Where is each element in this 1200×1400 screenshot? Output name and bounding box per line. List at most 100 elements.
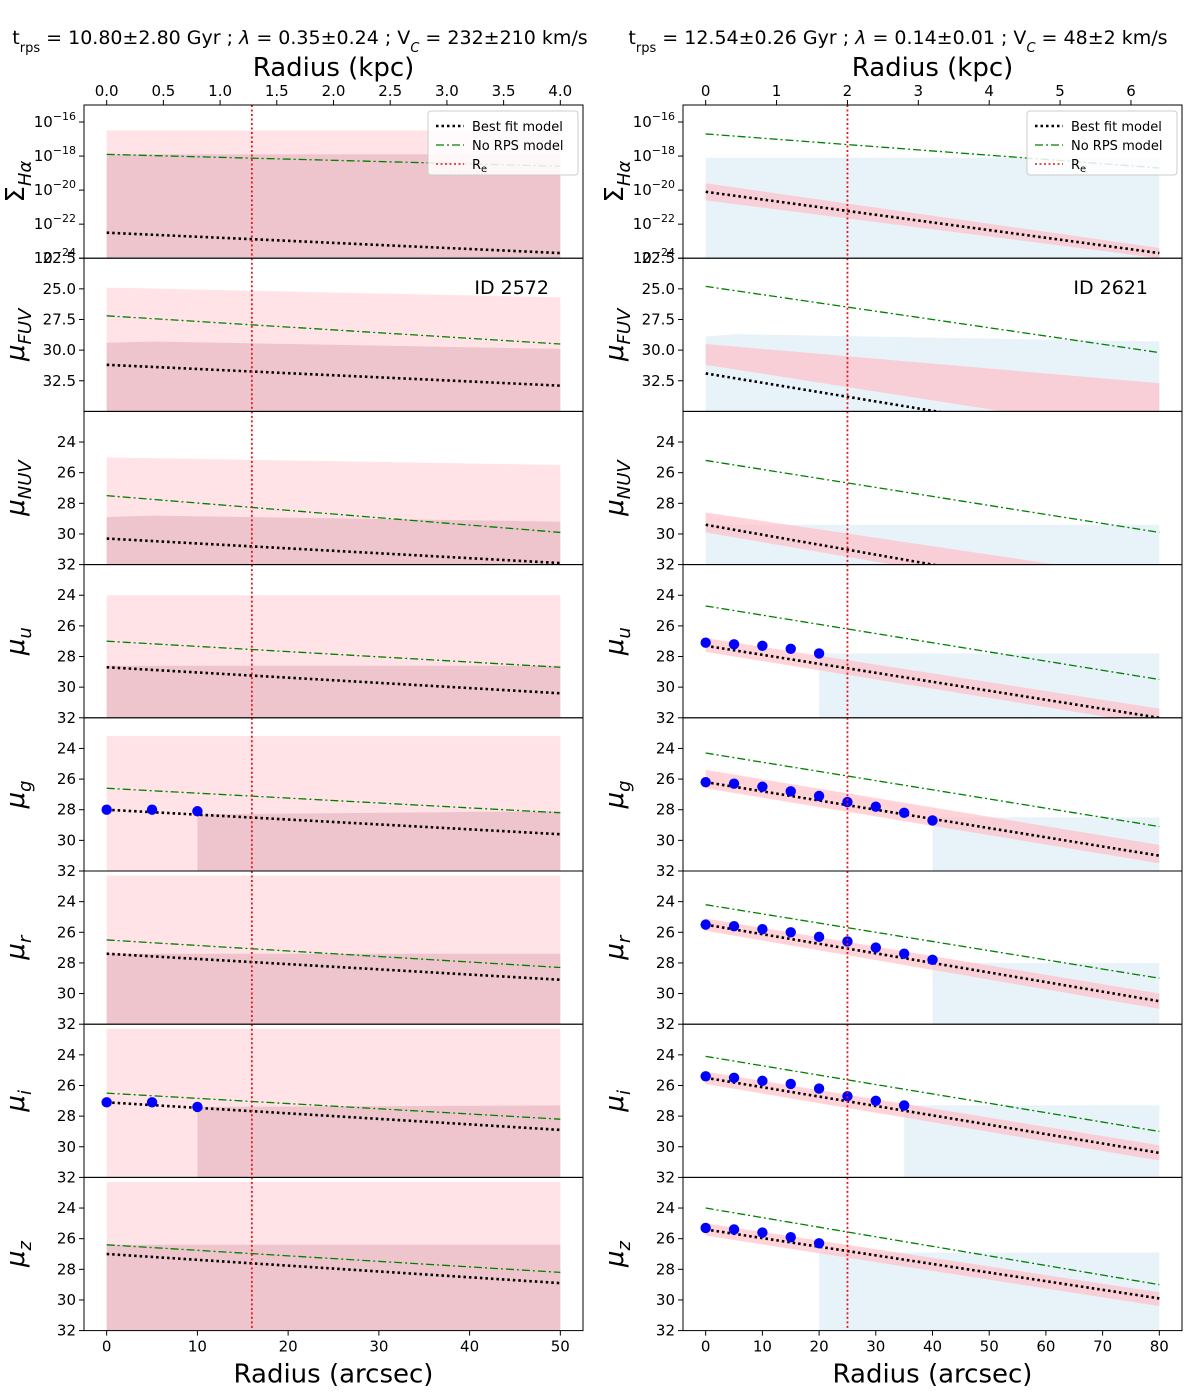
y-tick-label: 28 [656, 1260, 675, 1278]
model-uncertainty-band [106, 457, 561, 565]
observed-point [700, 1071, 711, 1082]
y-tick-label: 24 [656, 739, 675, 757]
model-uncertainty-band [106, 875, 561, 1025]
best-fit-model-line [106, 231, 561, 255]
y-tick-label: 32 [656, 1168, 675, 1186]
model-uncertainty-band [705, 512, 1057, 565]
bottom-tick-label: 10 [753, 1338, 772, 1356]
observed-point [870, 942, 881, 953]
no-rps-model-line [705, 904, 1160, 979]
panel-halpha: 10−24 10−22 10−20 10−18 10−16 ΣHα Best fit mod… [1, 104, 584, 267]
y-tick-label: 30 [656, 1138, 675, 1156]
y-tick-label: 24 [656, 586, 675, 604]
observed-point [813, 1083, 825, 1094]
y-tick-label: 32 [57, 556, 76, 574]
observed-point [813, 648, 825, 659]
panel-halpha: 10−24 10−22 10−20 10−18 10−16 ΣHα Best fit mod… [600, 104, 1183, 267]
upper-limit-region [106, 953, 561, 1025]
observed-point [728, 920, 740, 932]
observed-point [101, 804, 112, 815]
y-tick-label: 28 [57, 1260, 76, 1278]
bottom-axis-title: Radius (arcsec) [833, 1360, 1033, 1390]
upper-limit-region [106, 515, 561, 565]
y-axis-label: ΣHα [1, 161, 36, 203]
observed-point [728, 1224, 740, 1235]
y-tick-label: 26 [57, 770, 76, 788]
upper-limit-region [106, 154, 561, 259]
y-tick-label: 30 [656, 678, 675, 696]
y-tick-label: 32.5 [43, 372, 76, 390]
model-uncertainty-band [705, 1071, 1160, 1161]
no-rps-model-line [106, 315, 561, 345]
model-uncertainty-band [705, 183, 1160, 259]
y-tick-label: 24 [656, 893, 675, 911]
y-tick-label: 22.5 [43, 249, 76, 267]
y-tick-label: 30 [656, 985, 675, 1003]
y-tick-label: 28 [656, 954, 675, 972]
observed-point [813, 790, 825, 802]
y-tick-label: 27.5 [43, 310, 76, 328]
no-rps-model-line [705, 1055, 1160, 1133]
y-axis-label: μg [600, 780, 635, 809]
chart-column-2: trps = 12.54±0.26 Gyr ; λ = 0.14±0.01 ; … [600, 27, 1183, 1390]
y-axis-label: μz [600, 1240, 635, 1268]
model-uncertainty-band [106, 595, 561, 718]
y-tick-label: 32.5 [642, 372, 675, 390]
y-tick-label: 28 [656, 494, 675, 512]
no-rps-model-line [106, 1244, 561, 1274]
panel-z: 24 26 28 30 32 μz [600, 1176, 1183, 1340]
upper-limit-region [106, 1244, 561, 1331]
best-fit-model-line [106, 537, 561, 565]
galaxy-id-label: ID 2621 [1073, 277, 1148, 299]
panel-fuv: 22.5 25.0 27.5 30.0 32.5 μFUV ID 2621 [600, 249, 1183, 412]
best-fit-model-line [106, 1101, 561, 1132]
observed-point [842, 936, 853, 947]
top-tick-label: 2 [843, 82, 853, 100]
panel-i: 24 26 28 30 32 μi [600, 1023, 1183, 1186]
top-tick-label: 1.0 [208, 82, 232, 100]
y-tick-label: 26 [656, 1076, 675, 1094]
y-axis-label: μu [600, 627, 635, 656]
top-tick-label: 4 [984, 82, 994, 100]
panel-frame [83, 1176, 584, 1332]
y-tick-label: 28 [57, 1107, 76, 1125]
observed-point [192, 806, 203, 817]
y-axis-label: μu [1, 627, 36, 656]
observed-point [101, 1097, 112, 1108]
upper-limit-region [197, 811, 561, 871]
no-rps-model-line [705, 1207, 1160, 1286]
chart-header: trps = 12.54±0.26 Gyr ; λ = 0.14±0.01 ; … [628, 27, 1167, 56]
y-axis-label: μFUV [600, 307, 635, 362]
y-tick-label: 32 [57, 1015, 76, 1033]
observed-point [927, 954, 938, 966]
y-tick-label: 24 [57, 1199, 76, 1217]
y-tick-label: 10−20 [633, 178, 675, 199]
galaxy-id-label: ID 2572 [474, 277, 549, 299]
y-axis-label: ΣHα [600, 161, 635, 203]
y-axis-label: μi [600, 1090, 635, 1113]
y-tick-label: 32 [656, 862, 675, 880]
y-tick-label: 26 [656, 1230, 675, 1248]
top-tick-label: 4.0 [548, 82, 572, 100]
legend-best-fit-label: Best fit model [1071, 120, 1162, 135]
y-tick-label: 26 [57, 1076, 76, 1094]
observed-point [898, 807, 910, 818]
top-tick-label: 3.0 [435, 82, 459, 100]
y-tick-label: 30 [57, 678, 76, 696]
observed-point [146, 804, 158, 815]
observed-point [192, 1101, 203, 1113]
top-tick-label: 1 [772, 82, 782, 100]
y-tick-label: 30.0 [642, 341, 675, 359]
top-tick-label: 2.0 [322, 82, 346, 100]
observed-point [757, 924, 768, 935]
top-tick-label: 0 [701, 82, 711, 100]
y-tick-label: 10−20 [34, 178, 76, 199]
y-tick-label: 24 [656, 1046, 675, 1064]
panel-nuv: 24 26 28 30 32 μNUV [600, 410, 1183, 574]
y-tick-label: 30 [656, 1291, 675, 1309]
panel-nuv: 24 26 28 30 32 μNUV [1, 410, 584, 574]
y-tick-label: 10−18 [633, 144, 675, 165]
top-axis-title: Radius (kpc) [253, 53, 415, 83]
